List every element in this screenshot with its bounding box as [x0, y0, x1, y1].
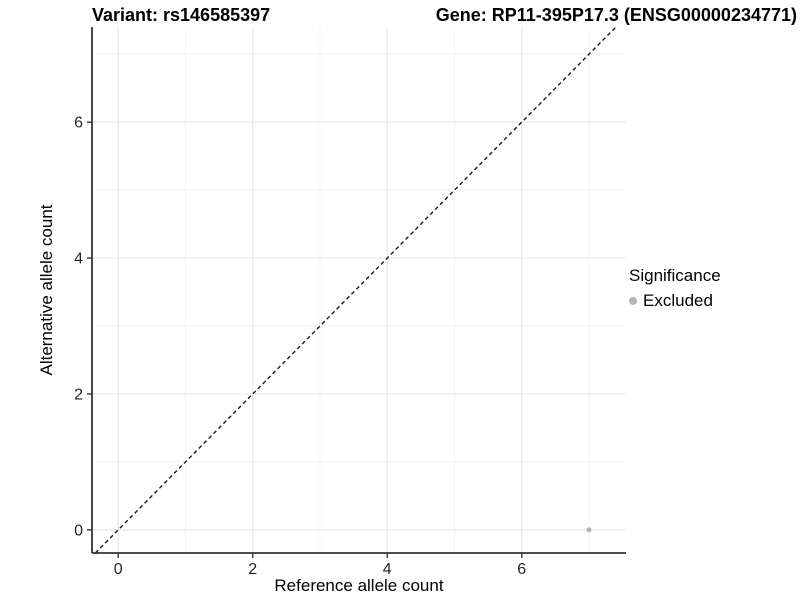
y-tick-label: 6	[74, 115, 83, 132]
y-tick-label: 0	[74, 522, 83, 539]
variant-title: Variant: rs146585397	[92, 5, 271, 25]
legend: Significance Excluded	[629, 266, 721, 311]
x-axis-title: Reference allele count	[274, 576, 444, 595]
x-tick-label: 2	[248, 561, 257, 578]
y-axis-title: Alternative allele count	[37, 204, 56, 376]
x-tick-label: 4	[383, 561, 392, 578]
legend-point-icon	[629, 297, 637, 305]
data-point	[586, 527, 592, 533]
y-tick-label: 4	[74, 251, 83, 268]
legend-entry-excluded: Excluded	[629, 291, 721, 311]
gene-title: Gene: RP11-395P17.3 (ENSG00000234771)	[435, 5, 797, 25]
legend-title: Significance	[629, 266, 721, 285]
identity-line	[94, 26, 617, 554]
x-tick-label: 0	[114, 561, 123, 578]
x-tick-label: 6	[517, 561, 526, 578]
legend-entry-label: Excluded	[643, 291, 713, 310]
y-tick-label: 2	[74, 386, 83, 403]
